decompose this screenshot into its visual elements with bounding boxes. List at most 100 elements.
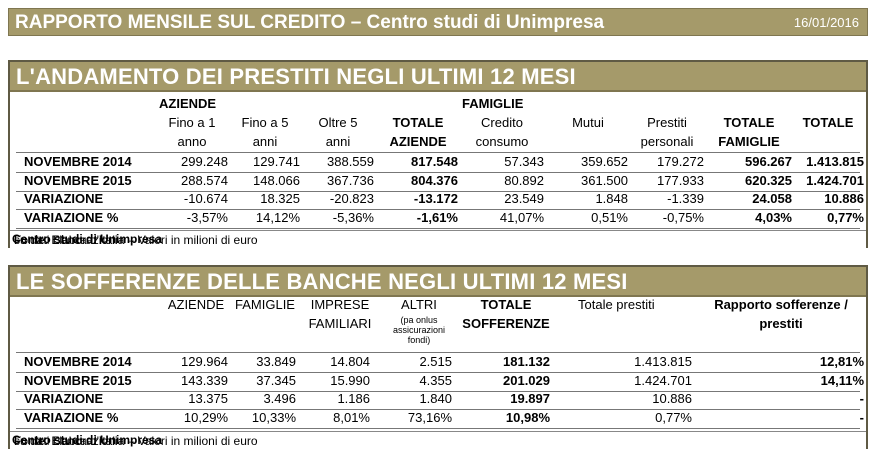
prestiti-cell: -5,36% — [332, 210, 374, 225]
prestiti-col-header: Mutui — [572, 115, 604, 130]
prestiti-cell: 361.500 — [581, 173, 628, 188]
prestiti-table-title: L'ANDAMENTO DEI PRESTITI NEGLI ULTIMI 12… — [16, 64, 576, 89]
col-altri: ALTRI — [401, 297, 437, 312]
prestiti-row-label: NOVEMBRE 2014 — [24, 154, 132, 169]
prestiti-cell: 129.741 — [253, 154, 300, 169]
prestiti-col-header-line2: personali — [640, 134, 694, 149]
prestiti-cell: 367.736 — [327, 173, 374, 188]
prestiti-cell: 41,07% — [499, 210, 544, 225]
prestiti-row-label: NOVEMBRE 2015 — [24, 173, 132, 188]
prestiti-col-header-line2: anni — [325, 134, 351, 149]
prestiti-cell: 148.066 — [253, 173, 300, 188]
sofferenze-row-label: VARIAZIONE % — [24, 410, 119, 425]
prestiti-col-header-line2: anni — [252, 134, 278, 149]
col-imprese-line2: FAMILIARI — [308, 316, 372, 331]
col-aziende: AZIENDE — [167, 297, 225, 312]
sofferenze-source-note: Fonte. Elaborazioni Centro studi di Unim… — [10, 431, 866, 449]
sofferenze-cell: - — [859, 391, 864, 406]
col-altri-note-1: (pa onlus — [400, 315, 438, 325]
sofferenze-cell: 3.496 — [263, 391, 296, 406]
prestiti-cell: -10.674 — [183, 191, 228, 206]
sofferenze-cell: 14,11% — [820, 373, 864, 388]
prestiti-cell: -20.823 — [329, 191, 374, 206]
col-rapporto-line2: prestiti — [759, 316, 803, 331]
prestiti-col-header-line2: FAMIGLIE — [718, 134, 780, 149]
prestiti-cell: 177.933 — [657, 173, 704, 188]
prestiti-cell: 1.424.701 — [806, 173, 864, 188]
sofferenze-cell: 33.849 — [256, 354, 296, 369]
sofferenze-cell: 143.339 — [181, 373, 228, 388]
prestiti-source-note: Fonte. Elaborazioni Centro studi di Unim… — [10, 230, 866, 248]
prestiti-cell: 179.272 — [657, 154, 704, 169]
sofferenze-cell: 1.413.815 — [634, 354, 692, 369]
sofferenze-cell: 10.886 — [652, 391, 692, 406]
sofferenze-cell: 201.029 — [503, 373, 550, 388]
col-rapporto: Rapporto sofferenze / — [714, 297, 848, 312]
sofferenze-row-label: NOVEMBRE 2014 — [24, 354, 132, 369]
report-title: RAPPORTO MENSILE SUL CREDITO – Centro st… — [15, 12, 605, 33]
col-altri-note-3: fondi) — [407, 335, 431, 345]
row-divider — [16, 352, 860, 353]
prestiti-col-header: Prestiti — [647, 115, 687, 130]
prestiti-cell: 80.892 — [504, 173, 544, 188]
sofferenze-cell: 10,33% — [251, 410, 296, 425]
report-date: 16/01/2016 — [793, 15, 859, 30]
sofferenze-cell: 8,01% — [333, 410, 370, 425]
prestiti-col-header: TOTALE — [802, 115, 854, 130]
prestiti-cell: -1.339 — [667, 191, 704, 206]
prestiti-table: L'ANDAMENTO DEI PRESTITI NEGLI ULTIMI 12… — [8, 60, 868, 248]
row-divider — [16, 209, 860, 210]
col-totale-sofferenze-line2: SOFFERENZE — [462, 316, 550, 331]
prestiti-cell: 57.343 — [504, 154, 544, 169]
prestiti-cell: 18.325 — [260, 191, 300, 206]
prestiti-col-header: Oltre 5 — [318, 115, 358, 130]
col-famiglie: FAMIGLIE — [235, 297, 295, 312]
prestiti-row-label: VARIAZIONE % — [24, 210, 119, 225]
prestiti-cell: 817.548 — [411, 154, 458, 169]
prestiti-cell: 10.886 — [824, 191, 864, 206]
col-imprese: IMPRESE — [310, 297, 370, 312]
sofferenze-cell: 1.840 — [419, 391, 452, 406]
prestiti-cell: -0,75% — [662, 210, 704, 225]
sofferenze-cell: 0,77% — [655, 410, 692, 425]
row-divider — [16, 428, 860, 429]
prestiti-cell: -3,57% — [186, 210, 228, 225]
col-totale-sofferenze: TOTALE — [480, 297, 532, 312]
prestiti-col-header: TOTALE — [723, 115, 775, 130]
sofferenze-cell: 19.897 — [510, 391, 550, 406]
prestiti-cell: 288.574 — [181, 173, 228, 188]
prestiti-col-header-line2: anno — [177, 134, 207, 149]
sofferenze-cell: 129.964 — [181, 354, 228, 369]
prestiti-cell: 804.376 — [411, 173, 458, 188]
prestiti-col-header: TOTALE — [392, 115, 444, 130]
sofferenze-cell: 1.424.701 — [634, 373, 692, 388]
sofferenze-cell: 1.186 — [337, 391, 370, 406]
report-header: RAPPORTO MENSILE SUL CREDITO – Centro st… — [8, 8, 868, 36]
sofferenze-row-label: VARIAZIONE — [24, 391, 104, 406]
row-divider — [16, 372, 860, 373]
prestiti-col-header: Fino a 5 — [241, 115, 289, 130]
sofferenze-cell: 37.345 — [256, 373, 296, 388]
prestiti-cell: 4,03% — [755, 210, 792, 225]
sofferenze-cell: 12,81% — [819, 354, 864, 369]
prestiti-cell: 359.652 — [581, 154, 628, 169]
prestiti-cell: 596.267 — [745, 154, 792, 169]
group-famiglie: FAMIGLIE — [462, 96, 524, 111]
row-divider — [16, 191, 860, 192]
prestiti-row-label: VARIAZIONE — [24, 191, 104, 206]
prestiti-cell: -13.172 — [413, 191, 458, 206]
sofferenze-cell: - — [859, 410, 864, 425]
sofferenze-cell: 2.515 — [419, 354, 452, 369]
prestiti-col-header: Fino a 1 — [168, 115, 216, 130]
sofferenze-table-title: LE SOFFERENZE DELLE BANCHE NEGLI ULTIMI … — [16, 269, 628, 294]
prestiti-cell: 0,77% — [827, 210, 864, 225]
prestiti-cell: -1,61% — [416, 210, 458, 225]
prestiti-cell: 23.549 — [504, 191, 544, 206]
sofferenze-row-label: NOVEMBRE 2015 — [24, 373, 132, 388]
prestiti-cell: 1.413.815 — [806, 154, 864, 169]
sofferenze-cell: 15.990 — [330, 373, 370, 388]
prestiti-cell: 24.058 — [752, 191, 792, 206]
row-divider — [16, 391, 860, 392]
row-divider — [16, 409, 860, 410]
prestiti-col-header-line2: AZIENDE — [389, 134, 447, 149]
